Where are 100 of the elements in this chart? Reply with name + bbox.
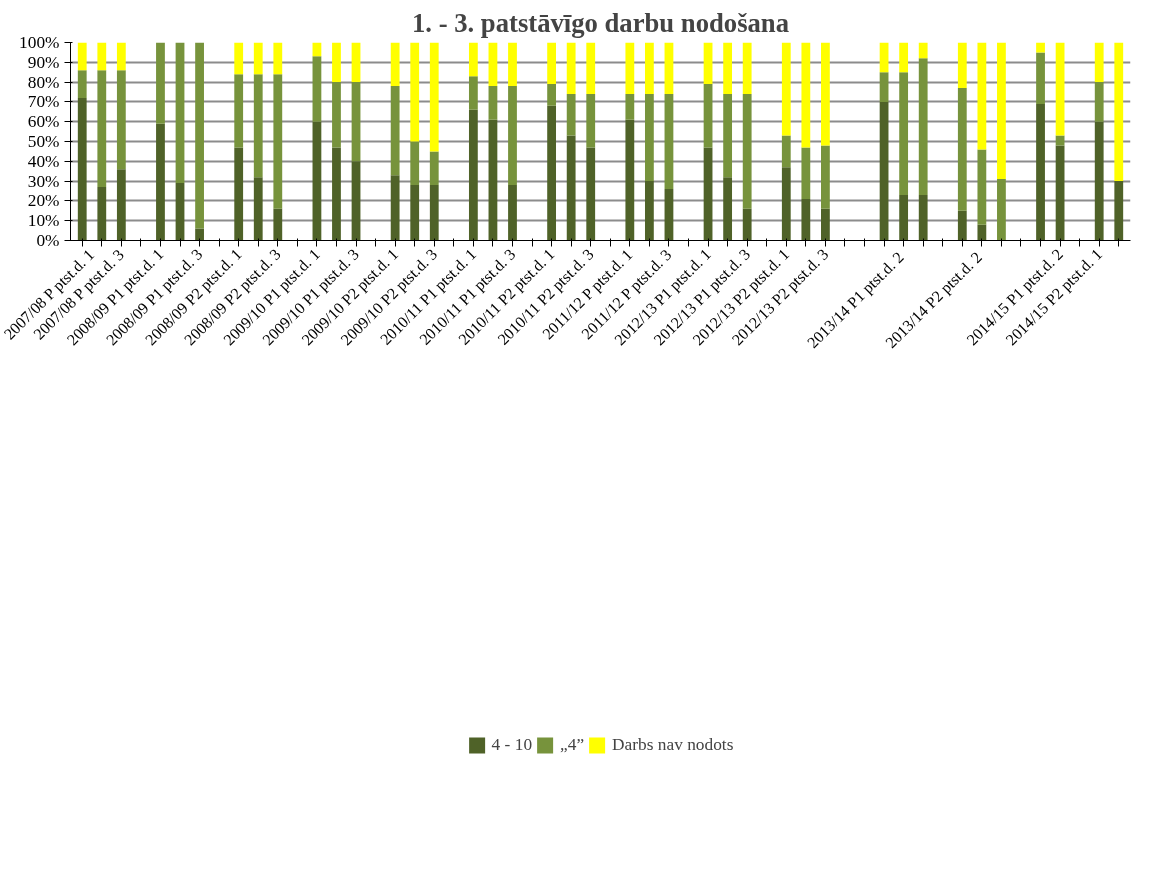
bar xyxy=(77,97,87,241)
bar xyxy=(234,74,244,148)
bar xyxy=(195,228,204,241)
y-tick-label: 80% xyxy=(27,72,60,92)
bar xyxy=(781,42,791,136)
y-tick-label: 10% xyxy=(27,211,60,231)
bar xyxy=(468,76,478,110)
bar xyxy=(801,147,811,199)
bar xyxy=(508,86,517,186)
bar xyxy=(332,147,341,241)
bar xyxy=(742,42,752,94)
bar xyxy=(175,42,185,184)
bar xyxy=(253,42,263,75)
bar xyxy=(1114,42,1124,182)
bar xyxy=(429,151,439,186)
bar xyxy=(644,93,654,182)
bar xyxy=(586,147,596,241)
bar xyxy=(547,42,557,85)
bar xyxy=(97,187,107,241)
bar xyxy=(664,93,674,190)
bar xyxy=(801,198,811,241)
legend-label: „4” xyxy=(560,735,585,755)
bar xyxy=(1055,145,1065,241)
bar xyxy=(566,135,576,241)
bar xyxy=(488,86,498,120)
bar xyxy=(821,208,830,241)
bar xyxy=(410,42,420,142)
bar xyxy=(1094,82,1104,122)
bar xyxy=(586,93,596,148)
bar xyxy=(175,183,185,241)
y-tick-label: 90% xyxy=(27,52,60,72)
bar xyxy=(1036,103,1045,241)
bar xyxy=(253,74,263,178)
bar xyxy=(488,119,498,241)
bar xyxy=(547,84,557,106)
bar xyxy=(77,42,87,71)
bar xyxy=(781,167,791,241)
bar xyxy=(156,42,165,124)
bar xyxy=(742,208,752,241)
bar xyxy=(723,177,733,241)
legend-label: 4 - 10 xyxy=(491,735,533,755)
bar xyxy=(625,93,635,120)
bar xyxy=(781,135,791,168)
bar xyxy=(253,177,263,241)
bar xyxy=(1094,42,1104,83)
bar xyxy=(1114,181,1124,241)
bar xyxy=(429,42,439,152)
bar xyxy=(977,42,987,150)
y-tick-label: 70% xyxy=(27,92,60,112)
bar xyxy=(156,123,165,241)
bar xyxy=(899,42,909,73)
bar xyxy=(390,86,400,176)
bar xyxy=(997,42,1006,180)
bar xyxy=(508,185,517,241)
y-tick-label: 40% xyxy=(27,151,60,171)
bar xyxy=(957,42,967,89)
bar xyxy=(723,93,733,178)
bar xyxy=(977,149,987,225)
bar xyxy=(390,42,400,87)
bar xyxy=(918,194,928,241)
bar xyxy=(97,42,107,71)
bar xyxy=(195,42,204,229)
y-tick-label: 100% xyxy=(19,33,60,52)
chart-title: 1. - 3. patstāvīgo darbu nodošana xyxy=(412,7,789,38)
bar xyxy=(899,194,909,241)
y-tick-label: 20% xyxy=(27,191,60,211)
bar xyxy=(664,189,674,241)
bar xyxy=(1036,42,1045,53)
bar xyxy=(234,147,244,241)
bar xyxy=(586,42,596,94)
bar xyxy=(508,42,517,87)
bar xyxy=(273,74,283,209)
bar xyxy=(977,224,987,241)
bar xyxy=(1036,52,1045,104)
bar xyxy=(644,42,654,94)
bar xyxy=(234,42,244,75)
bar xyxy=(957,88,967,211)
bar xyxy=(312,121,322,241)
y-tick-label: 60% xyxy=(27,112,60,132)
bar xyxy=(703,84,713,148)
bar xyxy=(488,42,498,87)
bar xyxy=(273,208,283,241)
bar xyxy=(547,105,557,241)
bar xyxy=(997,179,1006,241)
bar xyxy=(77,70,87,98)
bar xyxy=(918,58,928,195)
bar xyxy=(332,82,341,148)
bar xyxy=(742,93,752,209)
bar xyxy=(566,93,576,136)
bar xyxy=(821,145,830,209)
bar xyxy=(410,141,420,186)
bar xyxy=(468,109,478,241)
y-tick-label: 50% xyxy=(27,132,60,151)
bar xyxy=(116,42,126,71)
bar xyxy=(664,42,674,94)
bar xyxy=(116,169,126,241)
bar xyxy=(351,82,361,162)
bar xyxy=(97,70,107,188)
bar xyxy=(899,72,909,195)
bar xyxy=(351,161,361,241)
